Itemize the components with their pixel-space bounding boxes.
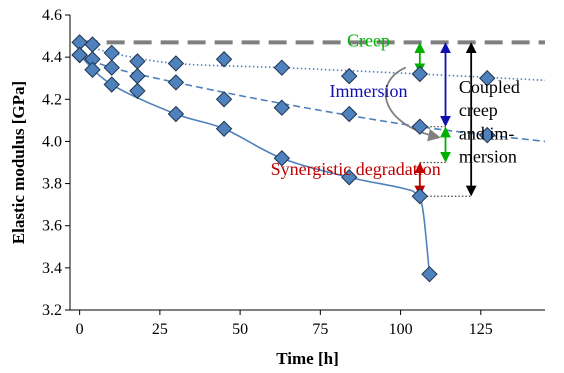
x-tick-label: 75 xyxy=(312,321,328,338)
data-point xyxy=(341,105,358,123)
data-point xyxy=(411,188,429,205)
y-axis-title: Elastic modulus [GPa] xyxy=(9,81,28,244)
data-point xyxy=(341,169,358,186)
data-point xyxy=(167,105,185,123)
data-point xyxy=(84,36,101,53)
x-axis-title: Time [h] xyxy=(276,349,339,368)
x-tick-label: 125 xyxy=(469,321,493,338)
data-point xyxy=(411,118,429,135)
data-point xyxy=(215,51,233,68)
data-point xyxy=(341,67,358,85)
y-tick-label: 3.4 xyxy=(42,260,62,277)
data-point xyxy=(129,82,146,100)
data-point xyxy=(215,91,233,108)
y-tick-label: 4.4 xyxy=(42,49,62,66)
data-point xyxy=(273,59,291,76)
data-point xyxy=(479,126,496,144)
y-tick-label: 4.2 xyxy=(42,91,62,108)
axes: 3.2 3.4 3.6 3.8 4.0 4.2 4.4 4.6 0 25 50 75 100 125 xyxy=(42,7,545,338)
x-tick-label: 50 xyxy=(232,321,248,338)
annotation-label: Coupled xyxy=(459,77,520,97)
data-point xyxy=(421,265,438,283)
annotations: Creep Immersion Synergistic degradation Cou… xyxy=(271,31,520,180)
data-point xyxy=(129,67,146,85)
y-tick-label: 4.0 xyxy=(42,133,62,150)
annotation-label: Immersion xyxy=(329,81,407,101)
y-tick-label: 4.6 xyxy=(42,7,62,24)
data-point xyxy=(103,76,120,93)
data-point xyxy=(71,46,88,64)
annotation-label: mersion xyxy=(459,147,517,167)
data-point xyxy=(129,53,146,70)
data-point xyxy=(273,150,291,167)
series-dotted-line xyxy=(79,41,546,82)
x-tick-label: 25 xyxy=(152,321,168,338)
y-tick-label: 3.2 xyxy=(42,302,62,319)
data-point xyxy=(215,120,233,137)
data-point xyxy=(84,61,101,78)
data-point xyxy=(273,99,291,116)
x-tick-label: 100 xyxy=(389,321,413,338)
annotation-label: Creep xyxy=(347,31,390,51)
data-point xyxy=(167,74,185,91)
data-point xyxy=(479,70,496,87)
annotation-label: Synergistic degradation xyxy=(271,159,441,179)
y-tick-label: 3.8 xyxy=(42,176,62,193)
x-tick-label: 0 xyxy=(76,321,84,338)
annotation-label: and im- xyxy=(459,123,515,143)
data-point xyxy=(103,44,120,62)
annotation-label: creep xyxy=(459,100,498,120)
y-tick-label: 3.6 xyxy=(42,218,62,235)
data-point xyxy=(103,59,120,76)
data-point xyxy=(411,65,429,83)
data-points xyxy=(71,34,496,283)
data-point xyxy=(167,55,185,72)
